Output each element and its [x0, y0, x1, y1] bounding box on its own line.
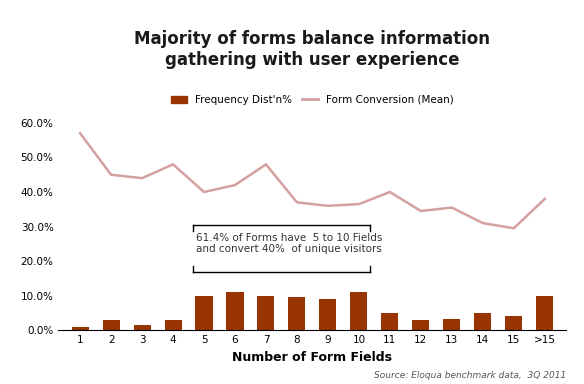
- Bar: [350, 291, 367, 330]
- Bar: [258, 296, 274, 330]
- Bar: [443, 319, 460, 330]
- Bar: [134, 325, 151, 330]
- Title: Majority of forms balance information
gathering with user experience: Majority of forms balance information ga…: [134, 30, 491, 69]
- Bar: [536, 296, 553, 330]
- Bar: [72, 327, 89, 330]
- Bar: [288, 297, 305, 330]
- Text: 61.4% of Forms have  5 to 10 Fields
and convert 40%  of unique visitors: 61.4% of Forms have 5 to 10 Fields and c…: [196, 233, 383, 254]
- Legend: Frequency Dist'n%, Form Conversion (Mean): Frequency Dist'n%, Form Conversion (Mean…: [166, 91, 458, 109]
- Bar: [505, 316, 522, 330]
- X-axis label: Number of Form Fields: Number of Form Fields: [232, 351, 392, 364]
- Bar: [319, 299, 336, 330]
- Bar: [412, 320, 429, 330]
- Bar: [474, 313, 491, 330]
- Bar: [103, 320, 120, 330]
- Bar: [165, 320, 182, 330]
- Bar: [196, 296, 213, 330]
- Bar: [381, 313, 398, 330]
- Bar: [227, 292, 244, 330]
- Text: Source: Eloqua benchmark data,  3Q 2011: Source: Eloqua benchmark data, 3Q 2011: [374, 371, 566, 380]
